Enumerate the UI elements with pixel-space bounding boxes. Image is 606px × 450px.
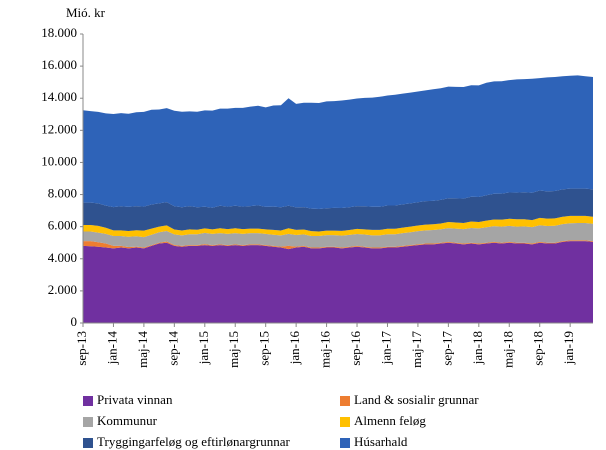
y-tick-label: 16.000 — [41, 57, 77, 72]
y-tick-label: 8.000 — [48, 186, 77, 201]
legend-swatch — [340, 396, 350, 406]
x-tick-label: jan-18 — [470, 331, 485, 365]
y-tick-label: 12.000 — [41, 121, 77, 136]
x-tick-label: sep-13 — [74, 331, 89, 366]
y-tick-label: 0 — [71, 314, 78, 329]
y-tick-label: 14.000 — [41, 89, 77, 104]
y-tick-label: 2.000 — [48, 282, 77, 297]
x-tick-label: sep-15 — [257, 331, 272, 366]
x-tick-label: jan-16 — [287, 331, 302, 366]
x-tick-label: sep-16 — [348, 331, 363, 366]
x-tick-label: jan-15 — [196, 331, 211, 365]
legend-label: Húsarhald — [354, 434, 408, 449]
legend-swatch — [83, 417, 93, 427]
y-axis-label: Mió. kr — [66, 5, 106, 20]
x-tick-label: jan-17 — [378, 331, 393, 366]
legend-label: Kommunur — [97, 413, 158, 428]
x-tick-label: maj-15 — [226, 331, 241, 368]
area — [83, 241, 593, 323]
area — [83, 215, 593, 238]
legend-swatch — [340, 438, 350, 448]
legend-swatch — [340, 417, 350, 427]
x-tick-label: jan-19 — [561, 331, 576, 365]
x-tick-label: maj-17 — [409, 331, 424, 368]
x-tick-label: sep-14 — [165, 331, 180, 366]
x-tick-label: maj-14 — [135, 331, 150, 368]
y-tick-label: 4.000 — [48, 250, 77, 265]
area — [83, 75, 593, 210]
x-tick-label: maj-16 — [318, 331, 333, 368]
legend-swatch — [83, 396, 93, 406]
x-tick-label: maj-18 — [500, 331, 515, 368]
legend-label: Almenn feløg — [354, 413, 426, 428]
legend-label: Privata vinnan — [97, 392, 173, 407]
y-tick-label: 6.000 — [48, 218, 77, 233]
area — [83, 188, 593, 232]
legend-label: Tryggingarfeløg og eftirlønargrunnar — [97, 434, 290, 449]
y-tick-label: 18.000 — [41, 25, 77, 40]
x-tick-label: sep-17 — [439, 331, 454, 366]
legend-swatch — [83, 438, 93, 448]
x-tick-label: sep-18 — [531, 331, 546, 366]
legend-label: Land & sosialir grunnar — [354, 392, 479, 407]
area — [83, 240, 593, 250]
area — [83, 222, 593, 248]
x-tick-label: jan-14 — [104, 331, 119, 366]
y-tick-label: 10.000 — [41, 153, 77, 168]
